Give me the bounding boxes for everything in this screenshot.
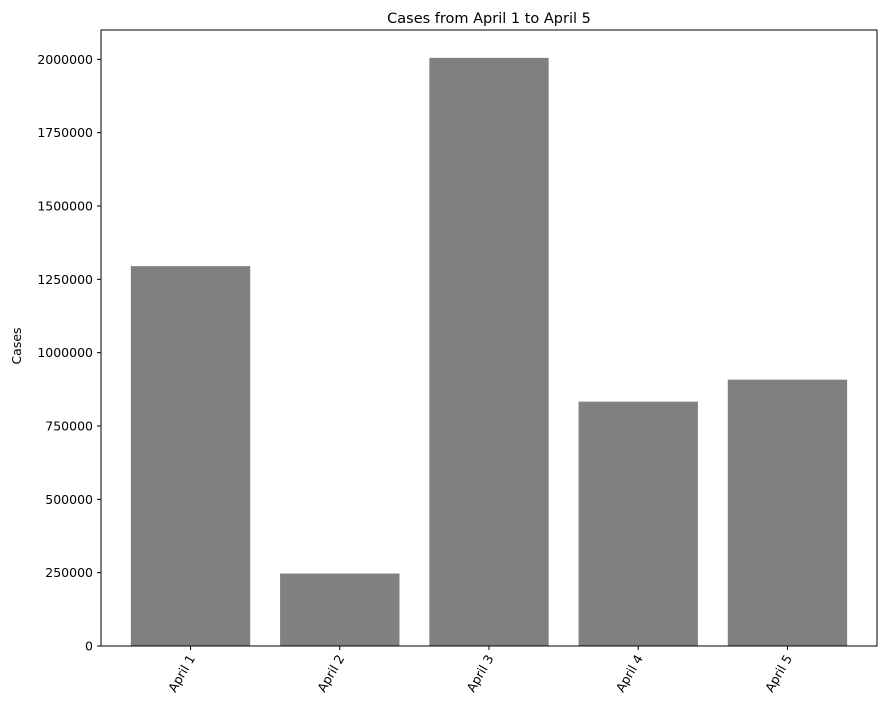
y-tick-label: 1500000 (37, 199, 93, 214)
x-tick-label: April 2 (314, 652, 347, 695)
bar-april-2 (280, 573, 400, 646)
y-ticks: 0 250000 500000 750000 1000000 1250000 1500000… (37, 52, 101, 654)
bar-april-4 (578, 401, 698, 646)
y-tick-label: 1000000 (37, 345, 93, 360)
y-tick-label: 0 (85, 639, 93, 654)
x-ticks: April 1 April 2 April 3 April 4 April 5 (165, 646, 795, 695)
chart-title: Cases from April 1 to April 5 (387, 11, 591, 27)
y-tick-label: 750000 (45, 419, 93, 434)
y-axis-label: Cases (9, 327, 24, 364)
bar-april-5 (727, 379, 848, 646)
x-tick-label: April 3 (463, 652, 496, 695)
bar-april-1 (130, 266, 251, 646)
bars-layer (130, 57, 848, 647)
plot-frame (100, 29, 878, 647)
x-tick-label: April 4 (613, 652, 646, 695)
x-tick-label: April 5 (762, 652, 795, 695)
y-tick-label: 250000 (45, 565, 93, 580)
y-tick-label: 1250000 (37, 272, 93, 287)
y-tick-label: 2000000 (37, 52, 93, 67)
y-tick-label: 500000 (45, 492, 93, 507)
bar-april-3 (429, 57, 549, 647)
y-tick-label: 1750000 (37, 125, 93, 140)
x-tick-label: April 1 (165, 652, 198, 695)
